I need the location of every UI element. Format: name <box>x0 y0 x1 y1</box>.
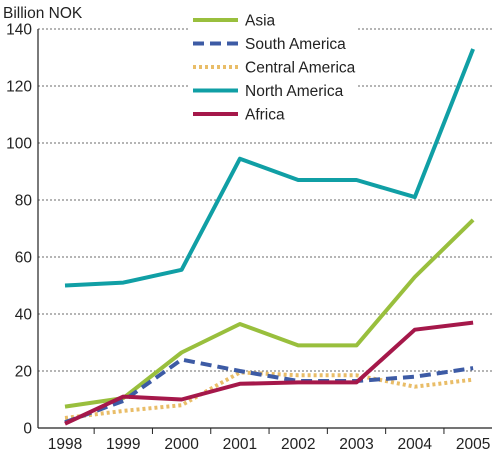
y-axis-ticks: 0 20 40 60 80 100 120 140 <box>6 22 32 438</box>
x-tick-label: 1999 <box>106 436 140 453</box>
y-tick-label: 0 <box>23 421 32 438</box>
x-tick-label: 2003 <box>339 436 373 453</box>
legend-background <box>190 32 358 55</box>
legend-background <box>190 56 358 78</box>
series-line <box>64 320 474 426</box>
legend-label: Asia <box>245 13 276 30</box>
y-tick-label: 20 <box>15 364 33 381</box>
y-tick-label: 120 <box>6 79 32 96</box>
legend-label: Central America <box>245 60 356 77</box>
x-tick-label: 2000 <box>164 436 199 453</box>
series-lines <box>64 48 475 426</box>
axes <box>37 29 492 429</box>
legend-label: Africa <box>245 107 285 124</box>
y-tick-label: 80 <box>15 193 33 210</box>
legend: Asia South America Central America North Am… <box>190 9 358 125</box>
legend-background <box>190 79 358 102</box>
legend-label: North America <box>245 83 344 100</box>
y-tick-label: 60 <box>15 250 33 267</box>
x-tick-label: 2005 <box>456 436 490 453</box>
series-line <box>64 48 475 288</box>
legend-background <box>190 9 358 31</box>
x-tick-label: 1998 <box>48 436 82 453</box>
series-line <box>64 370 474 420</box>
x-tick-label: 2004 <box>398 436 433 453</box>
x-tick-label: 2001 <box>223 436 257 453</box>
series-line <box>64 218 475 409</box>
x-axis-ticks: 1998 1999 2000 2001 2002 2003 2004 2005 <box>48 428 490 453</box>
y-tick-label: 100 <box>6 136 32 153</box>
y-tick-label: 40 <box>15 307 33 324</box>
x-tick-label: 2002 <box>281 436 315 453</box>
y-axis-title: Billion NOK <box>3 5 83 22</box>
y-tick-label: 140 <box>6 22 32 39</box>
legend-label: South America <box>245 36 346 53</box>
series-line <box>64 357 474 425</box>
legend-background <box>190 103 358 125</box>
